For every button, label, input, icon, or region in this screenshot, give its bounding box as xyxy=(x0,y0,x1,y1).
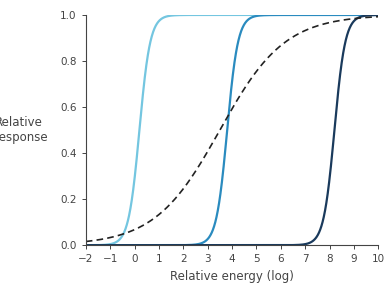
X-axis label: Relative energy (log): Relative energy (log) xyxy=(170,270,294,283)
Text: Relative
response: Relative response xyxy=(0,116,48,144)
